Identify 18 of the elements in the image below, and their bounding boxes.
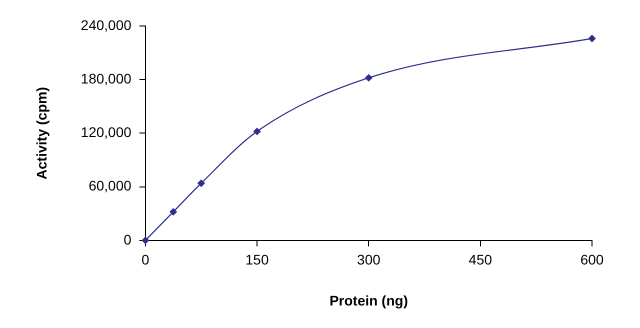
y-axis-title: Activity (cpm) [33,86,50,180]
x-tick-label: 600 [580,252,604,268]
x-tick-label: 0 [142,252,150,268]
x-tick-label: 450 [468,252,492,268]
y-tick-label: 0 [124,231,132,248]
x-tick-label: 300 [357,252,381,268]
point [365,74,372,82]
y-tick-label: 180,000 [80,70,132,86]
point [588,34,596,42]
x-axis-title: Protein (ng) [329,292,408,308]
x-tick-label: 150 [245,252,269,268]
point [170,208,177,216]
point [142,236,150,244]
y-tick-label: 240,000 [80,16,132,33]
y-tick-label: 120,000 [80,124,132,140]
point [253,128,261,136]
point [198,180,205,187]
y-tick-label: 60,000 [88,178,132,194]
